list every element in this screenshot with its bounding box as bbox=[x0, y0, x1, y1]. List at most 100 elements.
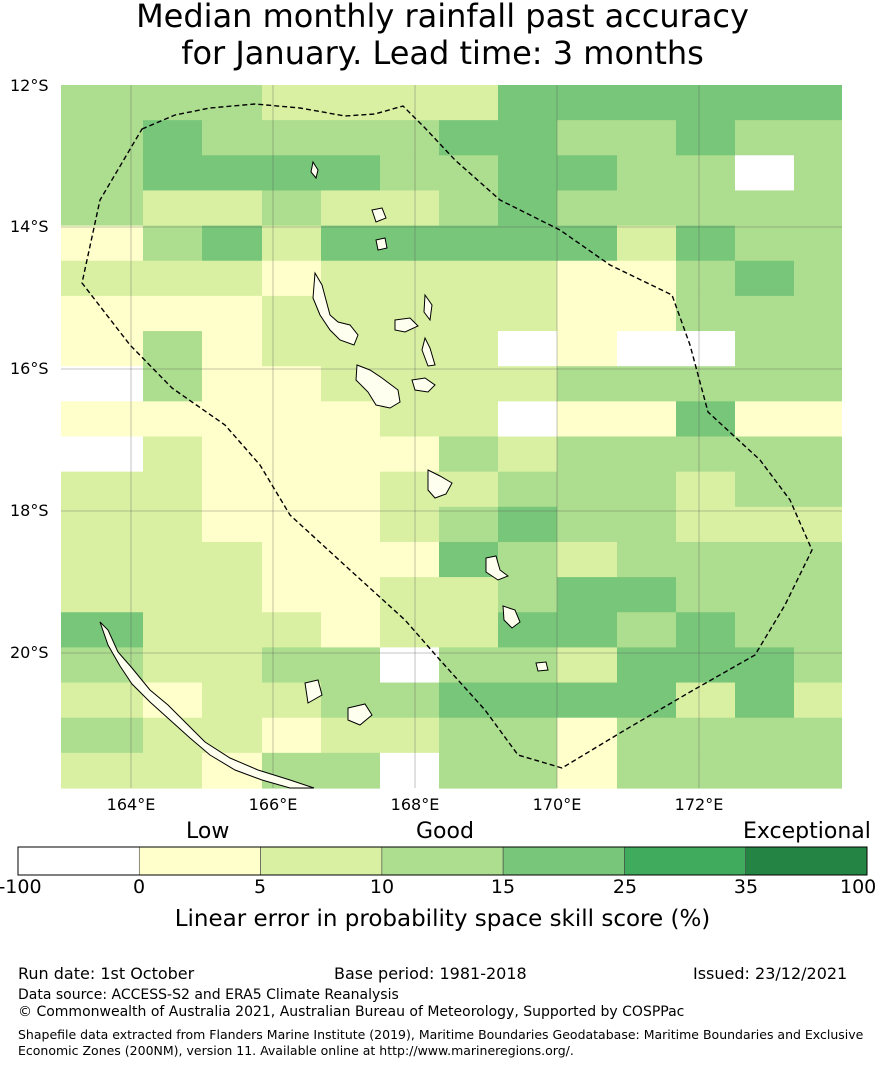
skill-cell bbox=[439, 401, 498, 438]
skill-cell bbox=[439, 682, 498, 719]
skill-cell bbox=[61, 506, 84, 543]
skill-cell bbox=[321, 577, 380, 613]
skill-cell bbox=[794, 682, 842, 719]
new-caledonia-coast bbox=[99, 621, 315, 789]
legend-color-swatch bbox=[260, 846, 383, 876]
skill-cell bbox=[498, 577, 557, 613]
skill-cell bbox=[262, 331, 321, 367]
skill-cell bbox=[321, 647, 380, 684]
skill-cell bbox=[498, 190, 557, 227]
skill-cell bbox=[794, 717, 842, 754]
skill-cell bbox=[794, 436, 842, 473]
skill-cell bbox=[380, 682, 439, 719]
skill-cell bbox=[557, 577, 617, 613]
skill-cell bbox=[676, 401, 735, 438]
legend-color-swatch bbox=[745, 846, 868, 876]
lifou-island-coast bbox=[347, 703, 373, 726]
skill-cell bbox=[202, 260, 262, 297]
eez-boundary bbox=[81, 103, 813, 769]
skill-cell bbox=[794, 577, 842, 613]
skill-cell bbox=[143, 471, 202, 508]
skill-cell bbox=[439, 366, 498, 402]
skill-cell bbox=[498, 401, 557, 438]
skill-cell bbox=[794, 190, 842, 227]
legend-color-swatch bbox=[17, 846, 140, 876]
pentecost-island-coast bbox=[423, 293, 433, 322]
skill-cell bbox=[735, 577, 794, 613]
skill-cell bbox=[557, 331, 617, 367]
skill-cell bbox=[61, 401, 84, 438]
legend-tick-0: 0 bbox=[132, 876, 146, 898]
skill-cell bbox=[735, 120, 794, 156]
skill-cell bbox=[498, 436, 557, 473]
skill-cell bbox=[321, 471, 380, 508]
skill-cell bbox=[321, 260, 380, 297]
skill-cell bbox=[262, 85, 321, 121]
skill-cell bbox=[321, 436, 380, 473]
skill-cell bbox=[61, 85, 84, 121]
skill-cell bbox=[617, 506, 676, 543]
skill-cell bbox=[321, 752, 380, 789]
skill-cell bbox=[262, 366, 321, 402]
skill-cell bbox=[617, 331, 676, 367]
skill-cell bbox=[84, 682, 143, 719]
copyright-notice: © Commonwealth of Australia 2021, Austra… bbox=[18, 1004, 685, 1020]
skill-cell bbox=[439, 331, 498, 367]
skill-cell bbox=[380, 541, 439, 578]
skill-cell bbox=[498, 225, 557, 262]
skill-cell bbox=[557, 717, 617, 754]
skill-cell bbox=[380, 120, 439, 156]
skill-cell bbox=[735, 85, 794, 121]
skill-cell bbox=[676, 436, 735, 473]
skill-cell bbox=[617, 120, 676, 156]
skill-cell bbox=[735, 506, 794, 543]
skill-cell bbox=[498, 682, 557, 719]
skill-cell bbox=[321, 401, 380, 438]
skill-cell bbox=[202, 225, 262, 262]
skill-grid bbox=[61, 85, 842, 789]
skill-cell bbox=[676, 506, 735, 543]
skill-cell bbox=[676, 541, 735, 578]
skill-cell bbox=[439, 612, 498, 648]
legend-tick-15: 15 bbox=[490, 876, 516, 898]
skill-cell bbox=[202, 120, 262, 156]
skill-cell bbox=[84, 85, 143, 121]
skill-cell bbox=[439, 190, 498, 227]
skill-cell bbox=[557, 541, 617, 578]
skill-cell bbox=[84, 295, 143, 332]
skill-cell bbox=[617, 155, 676, 192]
map-title-line-1: Median monthly rainfall past accuracy bbox=[136, 0, 749, 35]
skill-cell bbox=[617, 682, 676, 719]
skill-cell bbox=[498, 366, 557, 402]
skill-cell bbox=[61, 577, 84, 613]
skill-cell bbox=[735, 647, 794, 684]
skill-cell bbox=[735, 682, 794, 719]
skill-cell bbox=[61, 225, 84, 262]
skill-cell bbox=[202, 612, 262, 648]
skill-cell bbox=[557, 260, 617, 297]
skill-cell bbox=[617, 401, 676, 438]
skill-cell bbox=[262, 225, 321, 262]
ambrym-island-coast bbox=[394, 317, 419, 333]
skill-cell bbox=[676, 155, 735, 192]
skill-cell bbox=[84, 717, 143, 754]
epi-island-coast bbox=[411, 377, 436, 393]
lon-label-172e: 172°E bbox=[674, 795, 724, 814]
skill-cell bbox=[143, 541, 202, 578]
skill-cell bbox=[202, 577, 262, 613]
lon-label-166e: 166°E bbox=[248, 795, 298, 814]
skill-cell bbox=[143, 506, 202, 543]
skill-cell bbox=[143, 190, 202, 227]
malekula-island-coast bbox=[355, 364, 401, 409]
skill-cell bbox=[617, 471, 676, 508]
skill-cell bbox=[321, 155, 380, 192]
skill-cell bbox=[202, 155, 262, 192]
skill-cell bbox=[617, 190, 676, 227]
skill-cell bbox=[202, 506, 262, 543]
skill-cell bbox=[735, 225, 794, 262]
skill-cell bbox=[676, 577, 735, 613]
skill-cell bbox=[84, 260, 143, 297]
skill-cell bbox=[794, 366, 842, 402]
skill-cell bbox=[84, 120, 143, 156]
skill-cell bbox=[262, 436, 321, 473]
